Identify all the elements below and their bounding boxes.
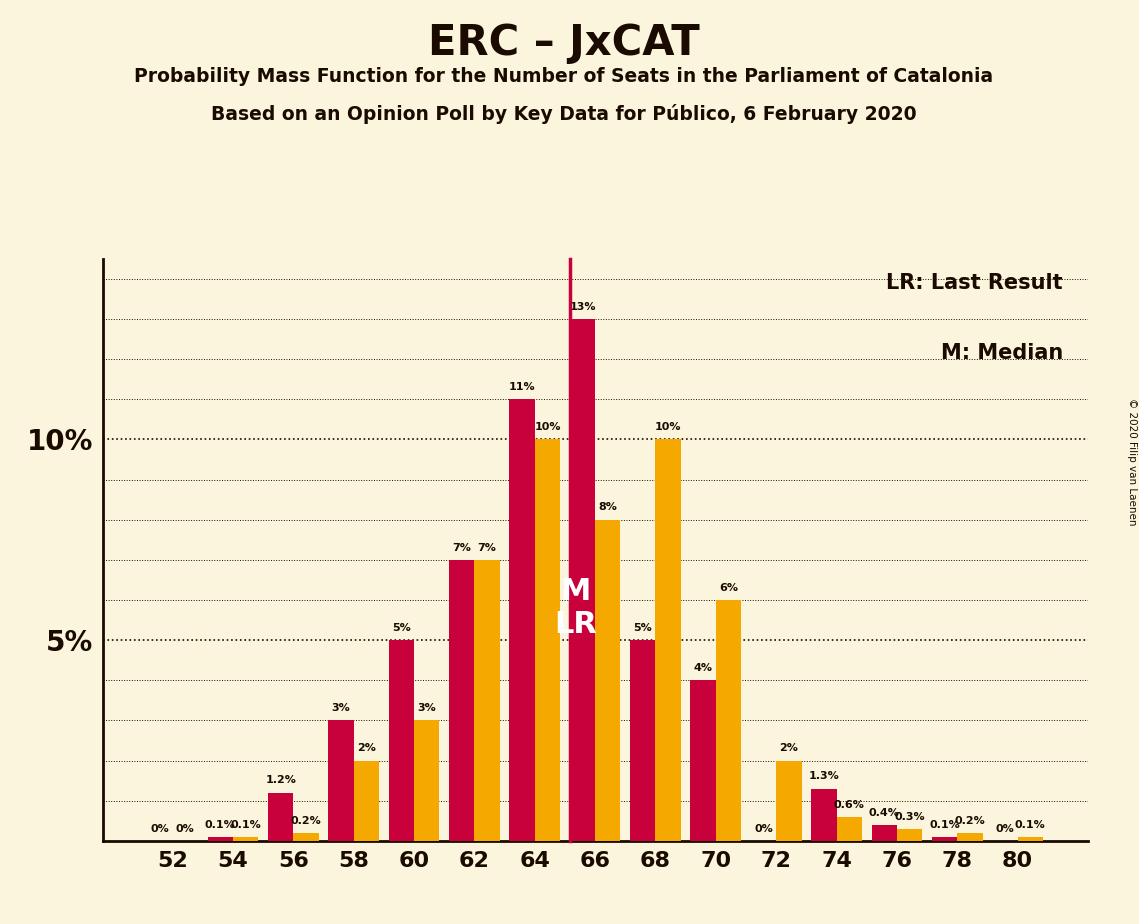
Text: 0.1%: 0.1% xyxy=(1015,820,1046,830)
Bar xyxy=(871,825,896,841)
Bar xyxy=(294,833,319,841)
Bar xyxy=(475,560,500,841)
Bar xyxy=(776,760,802,841)
Text: Based on an Opinion Poll by Key Data for Público, 6 February 2020: Based on an Opinion Poll by Key Data for… xyxy=(211,104,917,125)
Bar xyxy=(354,760,379,841)
Text: 4%: 4% xyxy=(694,663,713,673)
Text: 1.3%: 1.3% xyxy=(809,772,839,782)
Text: Probability Mass Function for the Number of Seats in the Parliament of Catalonia: Probability Mass Function for the Number… xyxy=(134,67,993,86)
Text: 7%: 7% xyxy=(477,542,497,553)
Bar xyxy=(896,829,923,841)
Text: 10%: 10% xyxy=(534,422,560,432)
Text: 3%: 3% xyxy=(331,703,351,713)
Text: 8%: 8% xyxy=(598,503,617,513)
Text: 0%: 0% xyxy=(754,823,773,833)
Bar xyxy=(268,793,294,841)
Bar xyxy=(570,319,595,841)
Bar xyxy=(655,440,681,841)
Text: M: Median: M: Median xyxy=(941,343,1063,363)
Text: 0.2%: 0.2% xyxy=(290,816,321,825)
Text: 6%: 6% xyxy=(719,583,738,592)
Bar xyxy=(233,837,259,841)
Bar xyxy=(957,833,983,841)
Text: 0.2%: 0.2% xyxy=(954,816,985,825)
Bar xyxy=(535,440,560,841)
Text: LR: Last Result: LR: Last Result xyxy=(886,274,1063,293)
Bar xyxy=(509,399,535,841)
Text: 0%: 0% xyxy=(150,823,170,833)
Text: 0.1%: 0.1% xyxy=(230,820,261,830)
Text: 7%: 7% xyxy=(452,542,472,553)
Bar xyxy=(328,721,354,841)
Text: 0.3%: 0.3% xyxy=(894,811,925,821)
Text: 0.6%: 0.6% xyxy=(834,799,865,809)
Bar xyxy=(690,680,715,841)
Text: ERC – JxCAT: ERC – JxCAT xyxy=(428,22,699,64)
Text: © 2020 Filip van Laenen: © 2020 Filip van Laenen xyxy=(1126,398,1137,526)
Bar xyxy=(596,519,621,841)
Text: 3%: 3% xyxy=(417,703,436,713)
Text: 0%: 0% xyxy=(175,823,195,833)
Bar xyxy=(207,837,233,841)
Bar xyxy=(415,721,440,841)
Text: 0%: 0% xyxy=(995,823,1015,833)
Bar xyxy=(836,817,862,841)
Text: 0.4%: 0.4% xyxy=(869,808,900,818)
Text: 11%: 11% xyxy=(509,382,535,392)
Bar xyxy=(811,789,836,841)
Text: 5%: 5% xyxy=(392,623,411,633)
Text: 13%: 13% xyxy=(570,302,596,311)
Text: 1.2%: 1.2% xyxy=(265,775,296,785)
Text: M
LR: M LR xyxy=(554,577,597,639)
Bar xyxy=(388,640,415,841)
Text: 0.1%: 0.1% xyxy=(929,820,960,830)
Text: 5%: 5% xyxy=(633,623,653,633)
Bar xyxy=(449,560,475,841)
Bar xyxy=(630,640,655,841)
Bar xyxy=(932,837,957,841)
Text: 10%: 10% xyxy=(655,422,681,432)
Text: 2%: 2% xyxy=(779,743,798,753)
Bar xyxy=(715,600,741,841)
Text: 2%: 2% xyxy=(357,743,376,753)
Text: 0.1%: 0.1% xyxy=(205,820,236,830)
Bar xyxy=(1017,837,1043,841)
